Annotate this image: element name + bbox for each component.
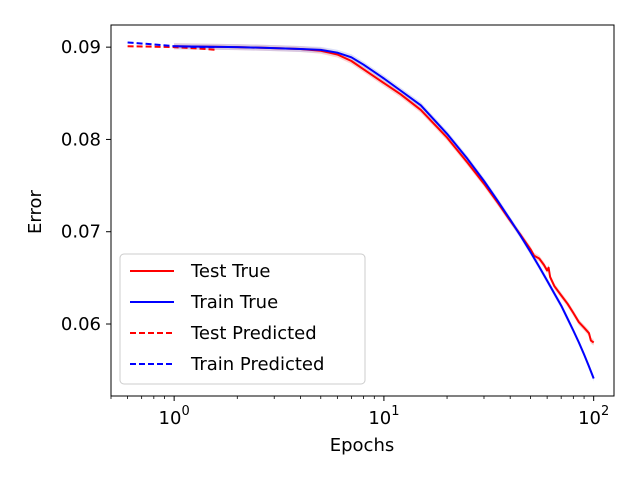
y-tick-label: 0.07	[61, 222, 101, 243]
y-tick-label: 0.08	[61, 129, 101, 150]
x-tick-exponent: 1	[391, 404, 399, 419]
legend: Test True Train True Test Predicted Train P…	[119, 253, 366, 385]
x-tick-label: 102	[578, 404, 609, 429]
plot-frame	[110, 24, 615, 397]
y-tick-label: 0.06	[61, 314, 101, 335]
x-axis: 100 101 102	[110, 396, 609, 429]
legend-label: Test Predicted	[190, 323, 317, 344]
legend-label: Train Predicted	[190, 354, 324, 375]
series-line-train-true	[174, 45, 595, 379]
series-lines	[127, 41, 595, 379]
legend-label: Train True	[190, 292, 278, 313]
x-tick-label: 101	[368, 404, 399, 429]
x-tick-label: 100	[159, 404, 190, 429]
series-line-train-predicted	[127, 41, 217, 49]
x-axis-label: Epochs	[330, 435, 395, 456]
y-axis-label: Error	[25, 189, 46, 233]
x-tick-base: 10	[578, 408, 601, 429]
x-tick-base: 10	[159, 408, 182, 429]
legend-label: Test True	[190, 261, 270, 282]
x-tick-exponent: 2	[601, 404, 609, 419]
y-axis: 0.06 0.07 0.08 0.09	[61, 37, 111, 335]
legend-box	[119, 253, 366, 385]
x-tick-base: 10	[368, 408, 391, 429]
x-tick-exponent: 0	[181, 404, 189, 419]
y-tick-label: 0.09	[61, 37, 101, 58]
